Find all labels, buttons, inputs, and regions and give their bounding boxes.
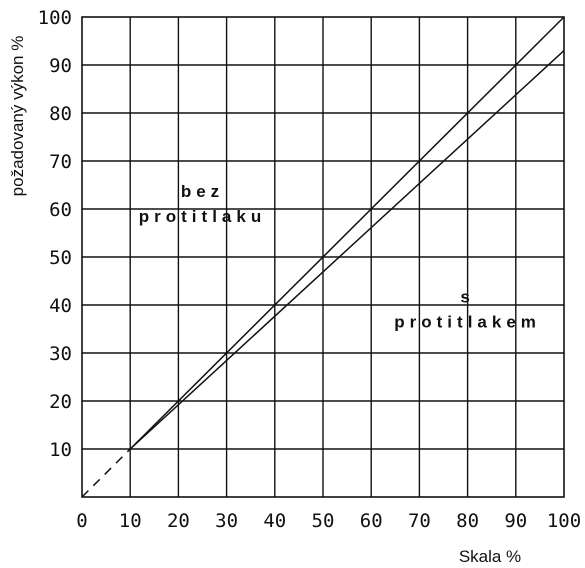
- grid: [82, 17, 564, 497]
- x-tick-label: 60: [360, 510, 383, 532]
- x-tick-label: 10: [119, 510, 142, 532]
- x-tick-label: 50: [312, 510, 335, 532]
- x-axis-label: Skala %: [459, 547, 521, 566]
- series-line: [81, 448, 131, 498]
- x-tick-label: 100: [547, 510, 581, 532]
- y-tick-label: 20: [49, 391, 72, 413]
- y-tick-label: 40: [49, 295, 72, 317]
- y-tick-labels: 10 20 30 40 50 60 70 80 90 100: [38, 7, 72, 461]
- x-tick-label: 80: [456, 510, 479, 532]
- x-tick-label: 90: [504, 510, 527, 532]
- annotation-label: protitlaku: [139, 207, 266, 226]
- x-tick-label: 30: [215, 510, 238, 532]
- y-axis-label: požadovaný výkon %: [8, 36, 27, 197]
- x-tick-label: 0: [76, 510, 87, 532]
- y-tick-label: 90: [49, 55, 72, 77]
- series-group: [81, 16, 565, 498]
- y-tick-label: 60: [49, 199, 72, 221]
- annotations: bez protitlaku s protitlakem: [139, 182, 541, 332]
- x-tick-label: 20: [167, 510, 190, 532]
- y-tick-label: 100: [38, 7, 72, 29]
- y-tick-label: 70: [49, 151, 72, 173]
- y-tick-label: 10: [49, 439, 72, 461]
- annotation-label: bez: [181, 182, 224, 201]
- annotation-label: protitlakem: [394, 313, 541, 332]
- x-tick-label: 40: [263, 510, 286, 532]
- x-tick-labels: 0 10 20 30 40 50 60 70 80 90 100: [76, 510, 581, 532]
- y-tick-label: 50: [49, 247, 72, 269]
- y-tick-label: 30: [49, 343, 72, 365]
- y-tick-label: 80: [49, 103, 72, 125]
- plot-frame: [81, 16, 565, 498]
- series-line: [129, 16, 565, 450]
- annotation-label: s: [460, 288, 474, 307]
- series-line: [129, 50, 565, 450]
- x-tick-label: 70: [408, 510, 431, 532]
